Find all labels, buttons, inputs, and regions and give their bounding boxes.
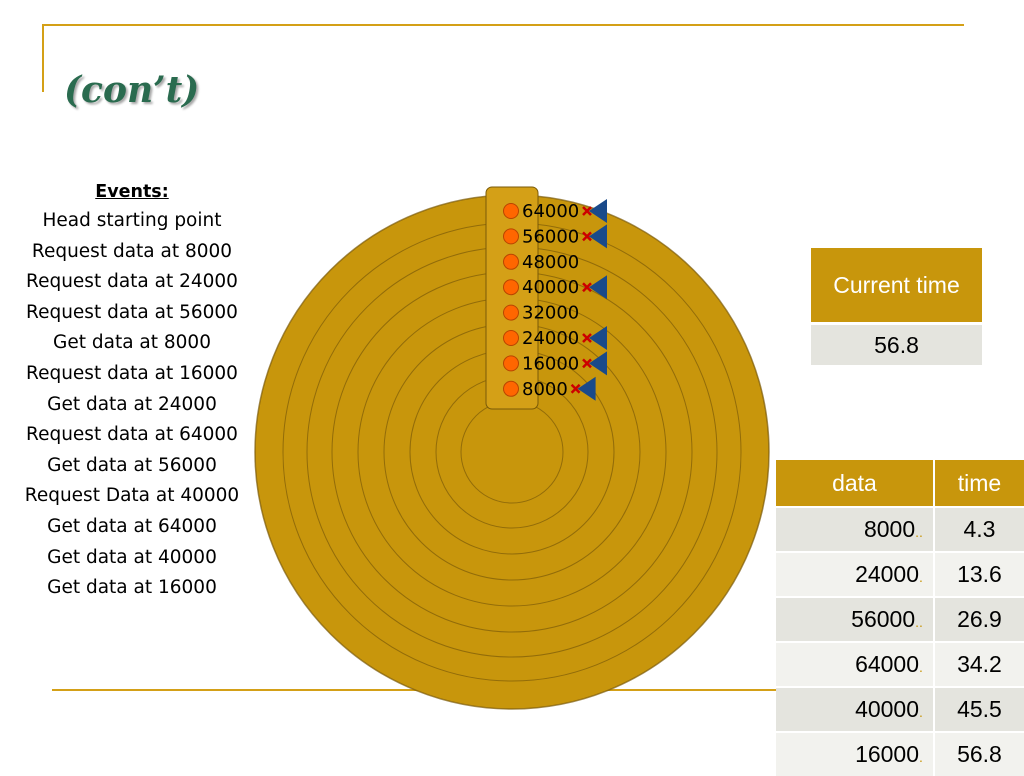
request-arrow-icon [589,351,607,376]
event-item: Get data at 56000 [47,454,217,476]
data-cell: 56000 [851,606,916,632]
current-time-header: Current time [811,248,982,324]
track-marker [503,330,519,346]
request-arrow-icon [589,199,607,223]
table-row: 24000. 13.6 [776,551,1024,597]
track-label: 40000 [522,277,579,298]
data-cell: 8000 [863,516,916,542]
track-marker [503,253,519,270]
data-cell: 64000 [855,651,920,677]
track-label: 56000 [522,226,579,247]
request-cross-icon [582,231,592,242]
current-time-table: Current time 56.8 [811,248,982,365]
time-cell: 4.3 [933,506,1024,552]
track-marker [503,355,519,372]
events-heading: Events: [95,182,169,202]
time-cell: 13.6 [933,551,1024,597]
event-item: Get data at 64000 [47,515,217,537]
request-cross-icon [582,358,592,369]
table-row: 40000. 45.5 [776,686,1024,732]
table-row: 56000.. 26.9 [776,596,1024,642]
time-cell: 45.5 [933,686,1024,732]
disk-head-arm [485,186,539,410]
track-label: 8000 [522,379,568,400]
time-cell: 26.9 [933,596,1024,642]
request-arrow-icon [589,326,607,350]
slide-title: (con’t) [64,69,200,111]
data-cell: 40000 [855,696,920,722]
track-marker [503,279,519,296]
event-item: Request Data at 40000 [24,485,240,507]
data-cell: 24000 [855,561,920,587]
event-item: Get data at 40000 [47,546,217,568]
event-item: Request data at 16000 [26,362,238,384]
table-row: 16000. 56.8 [776,731,1024,776]
time-cell: 34.2 [933,641,1024,687]
event-item: Request data at 64000 [26,424,238,446]
frame-top-rule [42,24,964,26]
track-ring [460,400,564,504]
data-time-table: data time 8000.. 4.3 24000. 13.6 56000..… [776,460,1024,776]
request-cross-icon [582,206,592,216]
time-cell: 56.8 [933,731,1024,776]
event-item: Get data at 16000 [47,577,217,599]
request-arrow-icon [589,275,607,300]
track-label: 16000 [522,353,579,374]
track-marker [503,203,519,219]
table-row: 8000.. 4.3 [776,506,1024,552]
event-item: Head starting point [42,210,222,231]
event-item: Request data at 56000 [26,301,238,323]
track-labels: 64000 56000 48000 40000 32000 24000 16000 8000 [503,199,607,401]
data-column-header: data [776,460,935,507]
frame-left-rule [42,24,44,92]
events-list: Events: Head starting point Request data… [4,178,260,604]
disk-platter [254,194,770,710]
event-item: Request data at 8000 [31,240,233,262]
data-cell: 16000 [855,741,920,767]
time-column-header: time [933,460,1024,507]
request-cross-icon [582,333,592,343]
track-label: 64000 [522,201,579,222]
current-time-value: 56.8 [811,322,982,365]
track-marker [503,304,519,321]
track-marker [503,380,519,397]
request-arrow-icon [577,376,596,401]
event-item: Get data at 8000 [53,332,211,354]
track-label: 48000 [522,252,579,273]
request-cross-icon [570,383,581,394]
track-marker [503,228,519,245]
event-item: Request data at 24000 [26,271,238,293]
request-arrow-icon [589,224,607,249]
request-cross-icon [582,282,592,293]
track-label: 24000 [522,328,579,349]
track-label: 32000 [522,303,579,324]
table-row: 64000. 34.2 [776,641,1024,687]
event-item: Get data at 24000 [47,393,217,415]
